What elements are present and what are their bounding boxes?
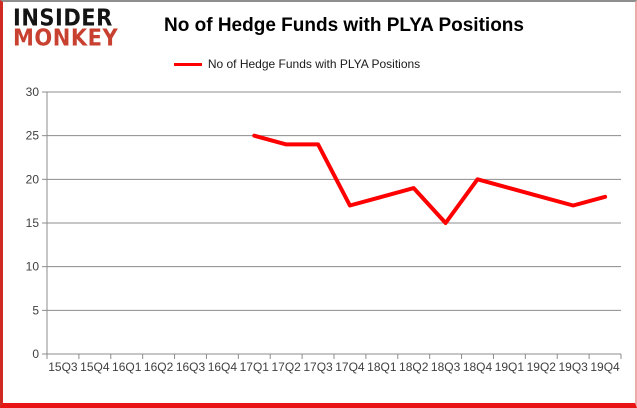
x-tick-label: 17Q2	[271, 360, 301, 374]
legend-label: No of Hedge Funds with PLYA Positions	[207, 57, 421, 71]
logo-monkey-text: MONKEY	[13, 24, 119, 51]
legend-line-marker	[173, 62, 202, 66]
x-tick-label: 19Q2	[527, 360, 557, 374]
y-tick-label: 5	[32, 303, 39, 317]
x-tick-label: 19Q4	[590, 360, 620, 374]
x-tick-label: 15Q4	[80, 360, 110, 374]
y-tick-label: 15	[26, 216, 40, 230]
line-chart: 0 5 10 15 20 25 30 15Q3 15Q4 16Q1 16Q2 16Q3 16Q4 17Q1…	[26, 85, 622, 374]
y-tick-label: 0	[32, 347, 39, 361]
chart-legend: No of Hedge Funds with PLYA Positions	[3, 57, 613, 71]
chart-title: No of Hedge Funds with PLYA Positions	[164, 15, 524, 36]
logo-insider-text: INSIDER	[13, 4, 113, 31]
x-tick-label: 17Q1	[240, 360, 270, 374]
x-tick-label: 16Q1	[112, 360, 142, 374]
insider-monkey-logo: INSIDER MONKEY	[13, 4, 119, 51]
x-tick-label: 16Q4	[208, 360, 238, 374]
y-tick-label: 10	[26, 260, 40, 274]
x-tick-label: 18Q1	[367, 360, 397, 374]
x-tick-label: 18Q2	[399, 360, 429, 374]
x-tick-label: 19Q3	[558, 360, 588, 374]
x-tick-label: 16Q2	[144, 360, 174, 374]
x-tick-label: 19Q1	[495, 360, 525, 374]
x-tick-label: 17Q4	[335, 360, 365, 374]
series-line	[252, 133, 608, 225]
y-tick-label: 20	[26, 172, 40, 186]
y-tick-label: 30	[26, 85, 40, 99]
x-tick-label: 15Q3	[48, 360, 78, 374]
x-tick-label: 18Q3	[431, 360, 461, 374]
x-tick-label: 16Q3	[176, 360, 206, 374]
y-tick-label: 25	[26, 129, 40, 143]
x-tick-label: 18Q4	[463, 360, 493, 374]
x-tick-label: 17Q3	[303, 360, 333, 374]
